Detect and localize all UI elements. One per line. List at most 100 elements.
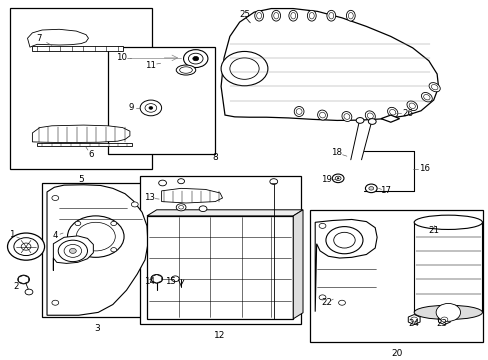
Text: 26: 26 [402, 109, 412, 118]
Text: 3: 3 [94, 324, 100, 333]
Text: 10: 10 [116, 53, 127, 62]
Ellipse shape [341, 112, 351, 121]
Polygon shape [293, 210, 303, 319]
Text: 20: 20 [390, 349, 402, 358]
Ellipse shape [296, 109, 302, 114]
Circle shape [368, 186, 373, 190]
Circle shape [435, 303, 460, 321]
Ellipse shape [309, 13, 314, 19]
Circle shape [171, 276, 179, 282]
Text: 21: 21 [427, 226, 438, 235]
Polygon shape [221, 9, 438, 121]
Text: 6: 6 [88, 150, 94, 159]
Polygon shape [32, 46, 122, 51]
Polygon shape [315, 220, 376, 312]
Circle shape [69, 248, 76, 253]
Circle shape [229, 58, 259, 79]
Text: 16: 16 [419, 164, 429, 173]
Circle shape [319, 295, 325, 300]
Ellipse shape [413, 215, 482, 229]
Circle shape [151, 274, 162, 283]
Polygon shape [37, 143, 132, 146]
Bar [140, 176, 300, 324]
Circle shape [64, 244, 81, 257]
Ellipse shape [423, 95, 429, 100]
Ellipse shape [389, 109, 395, 115]
Bar [42, 183, 152, 317]
Ellipse shape [317, 110, 327, 120]
Text: 24: 24 [408, 319, 419, 328]
Text: 18: 18 [330, 148, 341, 157]
Text: 25: 25 [239, 10, 249, 19]
Circle shape [58, 240, 87, 262]
Polygon shape [380, 115, 399, 122]
Ellipse shape [179, 67, 192, 73]
Text: 11: 11 [145, 60, 156, 69]
Circle shape [334, 176, 340, 180]
Circle shape [111, 248, 117, 252]
Ellipse shape [347, 13, 352, 19]
Circle shape [25, 289, 33, 295]
Polygon shape [407, 315, 419, 324]
Ellipse shape [387, 107, 397, 117]
Text: 9: 9 [128, 103, 134, 112]
Text: 5: 5 [78, 175, 84, 184]
Ellipse shape [421, 93, 431, 102]
Ellipse shape [406, 101, 417, 111]
Circle shape [355, 118, 363, 123]
Circle shape [199, 206, 206, 212]
Text: 2: 2 [14, 282, 19, 291]
Circle shape [67, 216, 124, 257]
Circle shape [188, 53, 203, 64]
Text: 12: 12 [214, 332, 225, 341]
Ellipse shape [328, 13, 333, 19]
Circle shape [178, 206, 183, 209]
Ellipse shape [319, 112, 325, 118]
Ellipse shape [256, 13, 261, 19]
Circle shape [158, 180, 166, 186]
Circle shape [149, 107, 153, 109]
Circle shape [319, 223, 325, 228]
Circle shape [367, 119, 375, 124]
Polygon shape [438, 315, 449, 324]
Ellipse shape [288, 10, 297, 21]
Ellipse shape [273, 13, 278, 19]
Polygon shape [151, 274, 162, 283]
Polygon shape [32, 125, 130, 143]
Circle shape [440, 317, 447, 322]
Circle shape [7, 233, 44, 260]
Bar [310, 210, 483, 342]
Polygon shape [147, 210, 303, 216]
Circle shape [21, 243, 31, 250]
Circle shape [176, 204, 185, 211]
Circle shape [331, 174, 343, 183]
Circle shape [75, 248, 81, 252]
Text: 22: 22 [320, 298, 331, 307]
Ellipse shape [413, 305, 482, 320]
Circle shape [336, 177, 338, 179]
Polygon shape [53, 236, 93, 271]
Ellipse shape [326, 10, 335, 21]
Circle shape [269, 179, 277, 184]
Ellipse shape [430, 85, 437, 90]
Ellipse shape [366, 113, 372, 118]
Circle shape [333, 232, 354, 248]
Circle shape [325, 226, 362, 254]
Circle shape [140, 100, 161, 116]
Text: 1: 1 [9, 230, 14, 239]
Ellipse shape [307, 10, 316, 21]
Ellipse shape [346, 10, 354, 21]
Ellipse shape [365, 111, 375, 121]
Circle shape [145, 104, 157, 112]
Circle shape [52, 300, 59, 305]
Ellipse shape [428, 82, 439, 92]
Circle shape [183, 50, 207, 68]
Ellipse shape [294, 107, 304, 117]
Ellipse shape [408, 103, 414, 108]
Circle shape [338, 300, 345, 305]
Circle shape [365, 184, 376, 193]
Text: 23: 23 [436, 319, 447, 328]
Polygon shape [147, 216, 293, 319]
Circle shape [192, 57, 198, 61]
Text: 17: 17 [380, 186, 390, 195]
